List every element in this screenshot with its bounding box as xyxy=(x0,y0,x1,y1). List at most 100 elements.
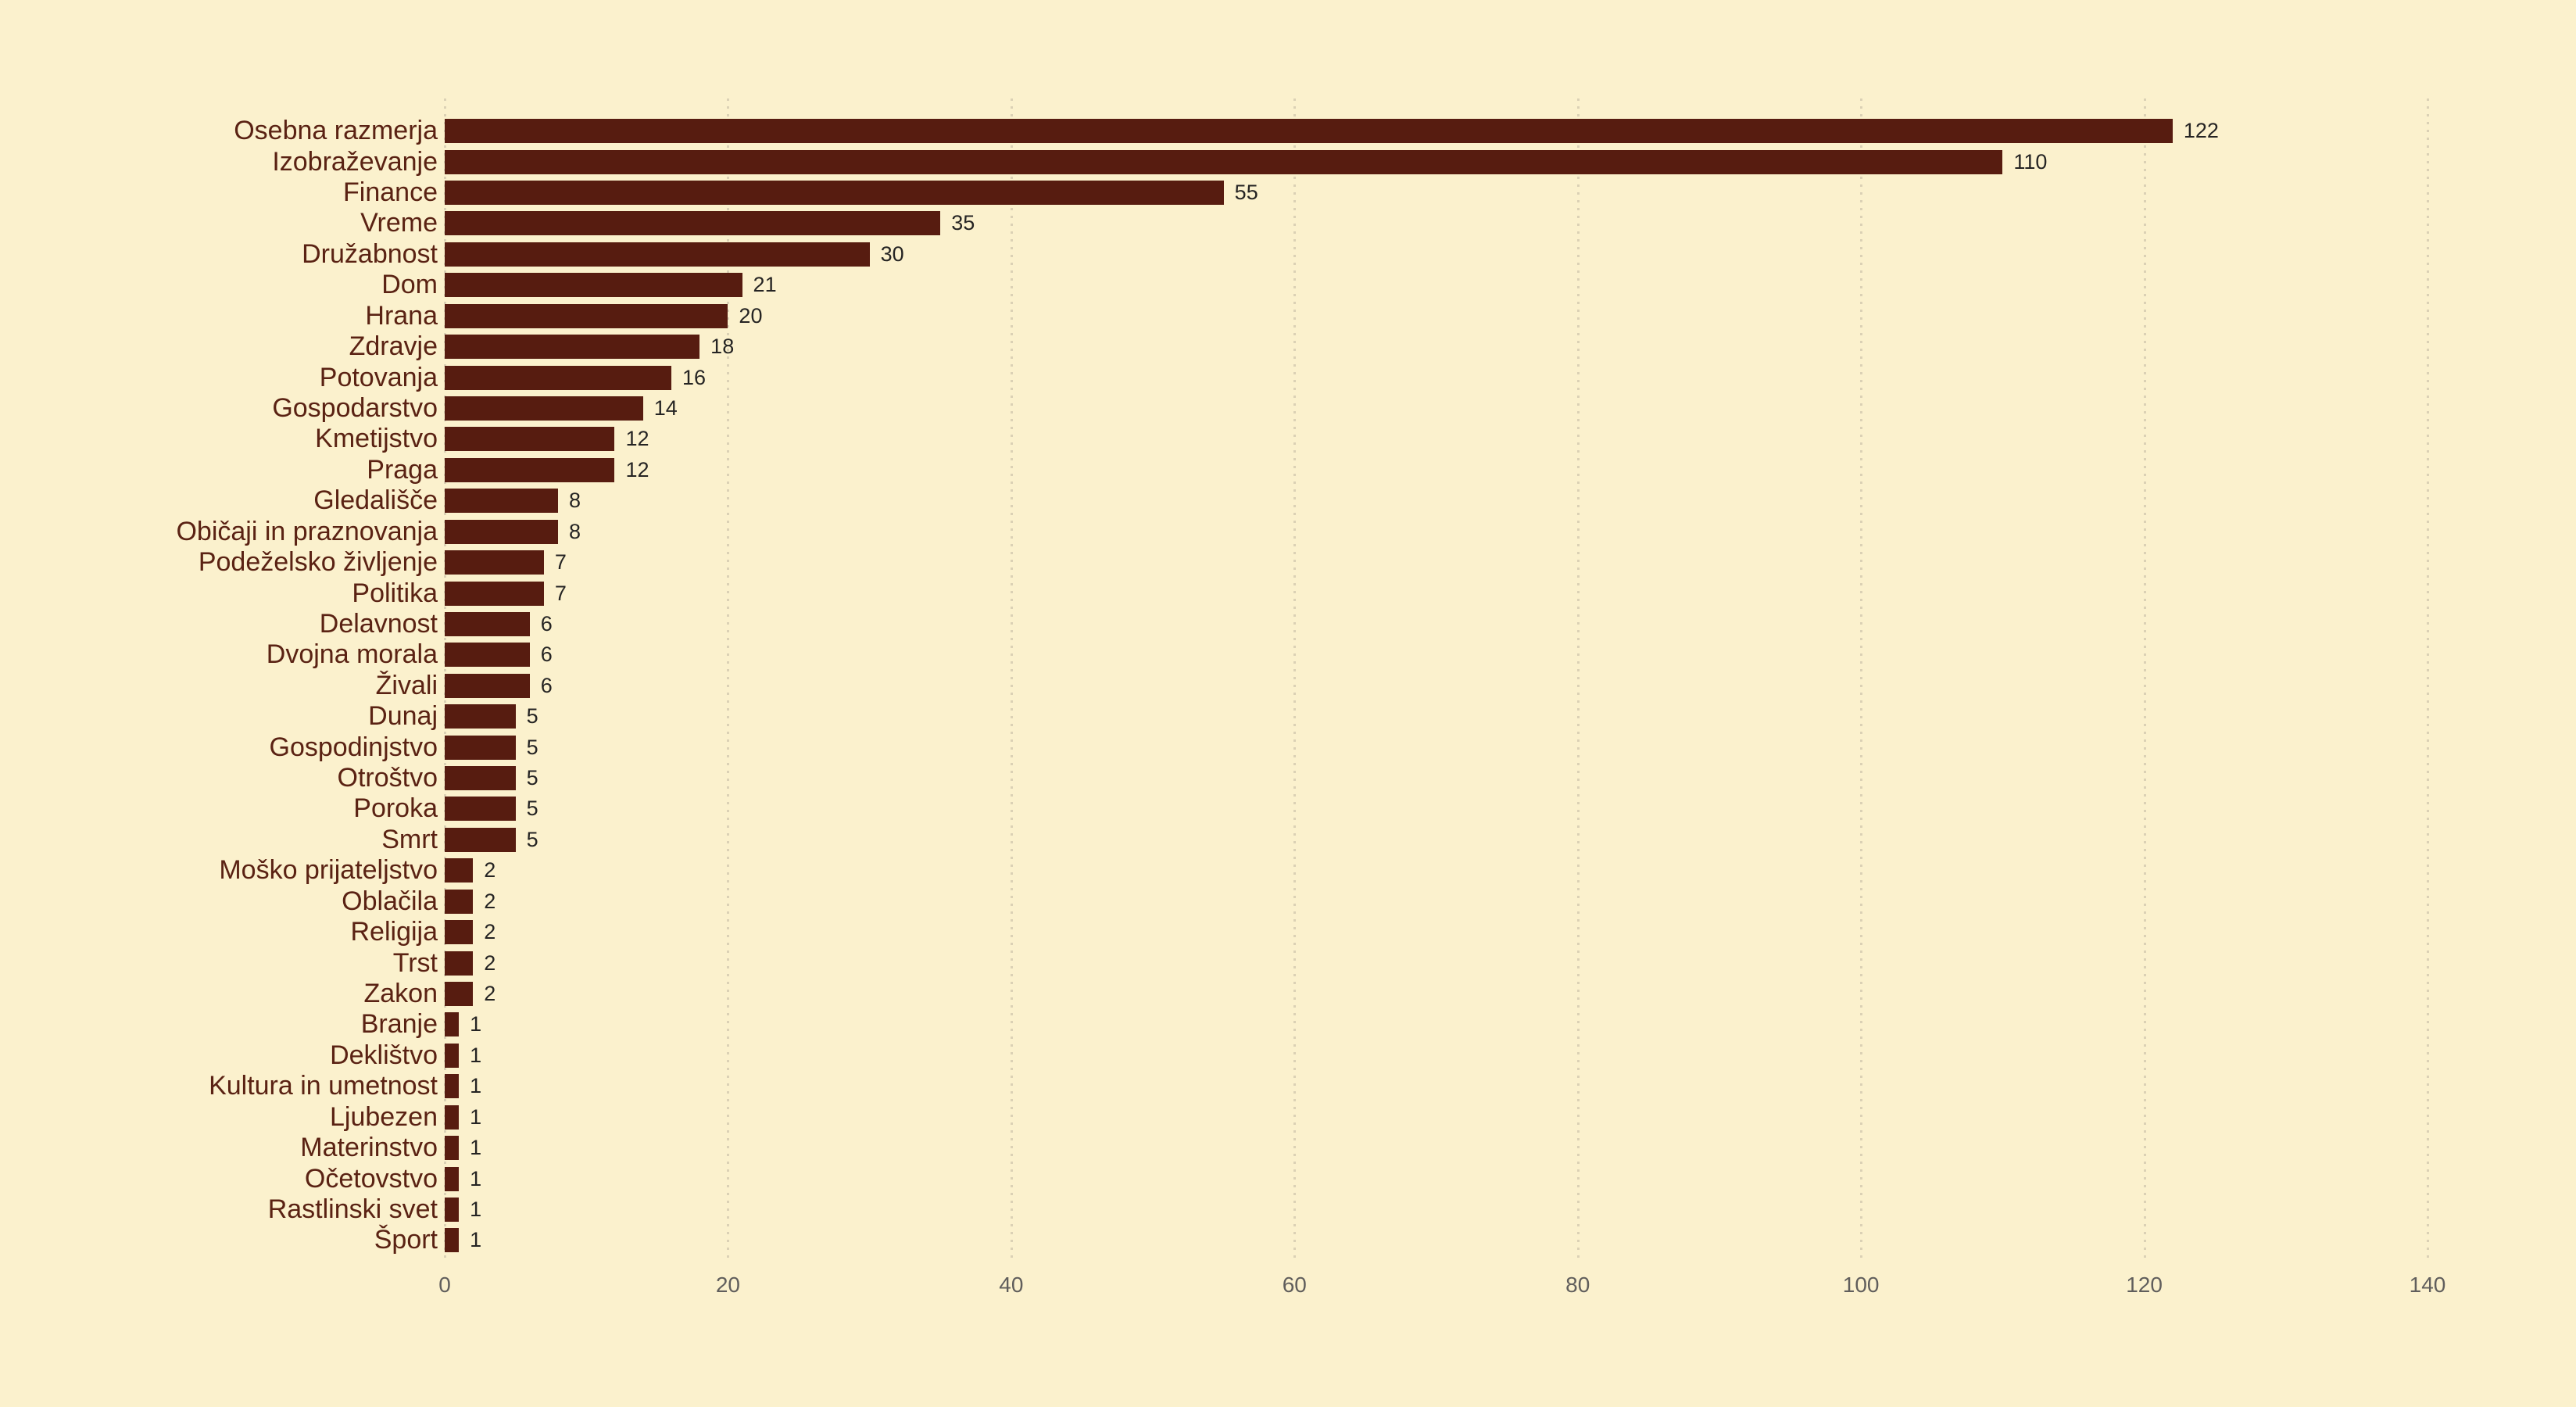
x-tick-label: 60 xyxy=(1282,1273,1307,1297)
bar[interactable] xyxy=(445,889,474,914)
value-label: 2 xyxy=(484,920,496,944)
bar[interactable] xyxy=(445,181,1224,206)
value-label: 5 xyxy=(526,766,538,790)
bar-row: Dom 21 xyxy=(381,270,2428,300)
bar-row: Dvojna morala 6 xyxy=(267,639,2428,670)
bar[interactable] xyxy=(445,581,544,606)
bar[interactable] xyxy=(445,766,516,791)
bar-row: Običaji in praznovanja 8 xyxy=(176,516,2428,546)
bar[interactable] xyxy=(445,735,516,760)
value-label: 5 xyxy=(526,704,538,729)
category-label: Osebna razmerja xyxy=(234,116,438,146)
bar[interactable] xyxy=(445,704,516,729)
value-label: 1 xyxy=(470,1012,482,1036)
category-label: Praga xyxy=(367,454,438,485)
value-label: 1 xyxy=(470,1074,482,1098)
bar[interactable] xyxy=(445,519,558,544)
category-label: Šport xyxy=(374,1225,438,1255)
category-label: Potovanja xyxy=(319,362,438,392)
category-label: Kultura in umetnost xyxy=(209,1071,438,1101)
bar[interactable] xyxy=(445,951,474,976)
category-label: Družabnost xyxy=(302,238,438,269)
bar[interactable] xyxy=(445,827,516,852)
bar-row: Praga 12 xyxy=(367,455,2428,485)
bar-row: Finance 55 xyxy=(343,177,2428,208)
bar-row: Oblačila 2 xyxy=(342,886,2428,917)
bar-row: Podeželsko življenje 7 xyxy=(199,547,2428,578)
bar[interactable] xyxy=(445,797,516,822)
bar-row: Religija 2 xyxy=(351,917,2428,947)
category-label: Poroka xyxy=(353,793,438,824)
category-label: Vreme xyxy=(360,208,438,238)
value-label: 12 xyxy=(625,457,649,482)
category-label: Ljubezen xyxy=(329,1101,438,1132)
bar-row: Kmetijstvo 12 xyxy=(315,424,2428,454)
bar[interactable] xyxy=(445,1104,460,1130)
value-label: 55 xyxy=(1234,181,1258,205)
category-label: Zakon xyxy=(363,979,438,1009)
bar[interactable] xyxy=(445,1166,460,1191)
category-label: Delavnost xyxy=(319,608,438,639)
category-label: Dunaj xyxy=(368,701,438,732)
bar[interactable] xyxy=(445,1228,460,1253)
value-label: 1 xyxy=(470,1228,482,1252)
value-label: 8 xyxy=(568,489,581,513)
value-label: 122 xyxy=(2183,119,2219,143)
bar-row: Hrana 20 xyxy=(365,301,2428,331)
bar-row: Branje 1 xyxy=(361,1009,2428,1040)
value-label: 2 xyxy=(484,889,496,913)
category-label: Gospodinjstvo xyxy=(269,732,438,762)
value-label: 7 xyxy=(554,581,567,605)
category-label: Gospodarstvo xyxy=(272,393,438,423)
value-label: 20 xyxy=(739,303,763,328)
bar[interactable] xyxy=(445,242,870,267)
gridline xyxy=(2427,98,2429,1263)
value-label: 1 xyxy=(470,1136,482,1160)
category-label: Izobraževanje xyxy=(272,146,438,177)
bar-row: Potovanja 16 xyxy=(320,362,2428,392)
value-label: 5 xyxy=(526,827,538,851)
value-label: 21 xyxy=(753,273,777,297)
bar[interactable] xyxy=(445,611,530,636)
bar-row: Delavnost 6 xyxy=(320,609,2428,639)
bar[interactable] xyxy=(445,457,615,482)
bar[interactable] xyxy=(445,858,474,883)
bar[interactable] xyxy=(445,365,671,390)
category-label: Otroštvo xyxy=(337,763,438,793)
bar[interactable] xyxy=(445,211,941,236)
category-label: Branje xyxy=(360,1009,438,1040)
bar[interactable] xyxy=(445,149,2003,174)
bar[interactable] xyxy=(445,335,700,360)
x-tick-label: 100 xyxy=(1842,1273,1880,1297)
category-label: Rastlinski svet xyxy=(267,1194,438,1224)
category-label: Finance xyxy=(343,177,438,208)
value-label: 18 xyxy=(710,335,735,359)
bar[interactable] xyxy=(445,1043,460,1068)
bar-row: Gledališče 8 xyxy=(313,485,2428,516)
bar[interactable] xyxy=(445,303,728,328)
bar[interactable] xyxy=(445,673,530,698)
value-label: 5 xyxy=(526,735,538,759)
bar[interactable] xyxy=(445,1136,460,1161)
bar[interactable] xyxy=(445,273,742,298)
x-tick-label: 20 xyxy=(715,1273,740,1297)
gridline xyxy=(1293,98,1297,1263)
category-label: Religija xyxy=(350,917,438,947)
bar[interactable] xyxy=(445,1074,460,1099)
value-label: 2 xyxy=(484,858,496,883)
bar-row: Moško prijateljstvo 2 xyxy=(219,855,2428,886)
bar[interactable] xyxy=(445,427,615,452)
bar[interactable] xyxy=(445,550,544,575)
bar[interactable] xyxy=(445,1197,460,1222)
bar[interactable] xyxy=(445,982,474,1007)
bar[interactable] xyxy=(445,119,2173,144)
bar[interactable] xyxy=(445,643,530,668)
category-label: Politika xyxy=(352,578,438,608)
bar[interactable] xyxy=(445,489,558,514)
value-label: 14 xyxy=(653,396,678,420)
bar[interactable] xyxy=(445,1012,460,1037)
bar-row: Gospodinjstvo 5 xyxy=(270,732,2428,762)
bar[interactable] xyxy=(445,396,643,421)
bar[interactable] xyxy=(445,920,474,945)
bars-layer: Osebna razmerja 122 Izobraževanje 110 Financ… xyxy=(176,116,2428,1256)
